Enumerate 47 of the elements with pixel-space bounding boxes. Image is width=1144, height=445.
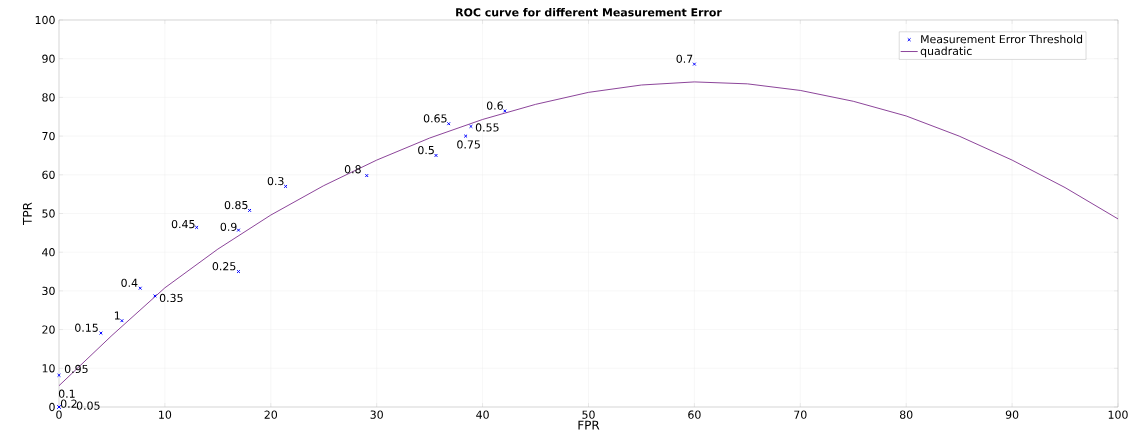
annotation: 0.3 (267, 176, 284, 186)
y-tick-label: 80 (42, 93, 55, 102)
x-tick-label: 100 (1108, 410, 1128, 419)
annotation: 0.05 (76, 401, 100, 410)
y-tick-label: 30 (42, 286, 55, 296)
annotation: 0.7 (676, 54, 693, 63)
x-tick-label: 10 (159, 410, 172, 419)
annotation: 0.35 (159, 293, 183, 303)
y-tick-label: 0 (49, 402, 55, 412)
y-tick-label: 40 (42, 248, 55, 257)
annotation: 0.65 (423, 114, 447, 123)
y-tick-label: 70 (42, 131, 55, 141)
annotation: 0.55 (475, 123, 499, 132)
x-tick-label: 40 (476, 410, 489, 419)
annotation: 0.2 (60, 399, 77, 408)
y-axis-title: TPR (22, 202, 32, 225)
x-tick-label: 0 (56, 410, 62, 419)
annotation: 0.9 (220, 222, 237, 231)
x-tick-label: 80 (899, 410, 913, 419)
y-tick-label: 100 (35, 15, 55, 25)
annotation: 0.1 (58, 389, 75, 398)
chart-title: ROC curve for different Measurement Error (456, 7, 722, 17)
annotation: 0.25 (212, 262, 236, 271)
x-tick-label: 20 (264, 410, 278, 419)
x-tick-label: 30 (370, 410, 383, 419)
y-tick-label: 50 (42, 209, 55, 218)
annotation: 1 (114, 311, 120, 320)
x-tick-label: 50 (582, 410, 595, 419)
y-tick-label: 60 (42, 170, 55, 179)
annotation: 0.95 (64, 364, 88, 374)
annotation: 0.45 (171, 219, 195, 229)
legend-label: Measurement Error Threshold (921, 34, 1083, 44)
annotation: 0.15 (75, 323, 98, 332)
x-tick-label: 90 (1005, 410, 1019, 419)
annotation: 0.6 (486, 101, 503, 110)
annotation: 0.4 (121, 278, 138, 287)
legend-label: quadratic (920, 46, 972, 58)
y-tick-label: 10 (42, 364, 55, 373)
x-tick-label: 60 (688, 410, 701, 419)
x-axis-title: FPR (578, 420, 600, 430)
annotation: 0.8 (344, 165, 361, 174)
annotation: 0.5 (418, 145, 434, 155)
x-tick-label: 70 (794, 410, 807, 419)
annotation: 0.85 (224, 200, 248, 210)
y-tick-label: 90 (42, 54, 55, 63)
y-tick-label: 20 (42, 325, 55, 334)
annotation: 0.75 (457, 140, 480, 149)
